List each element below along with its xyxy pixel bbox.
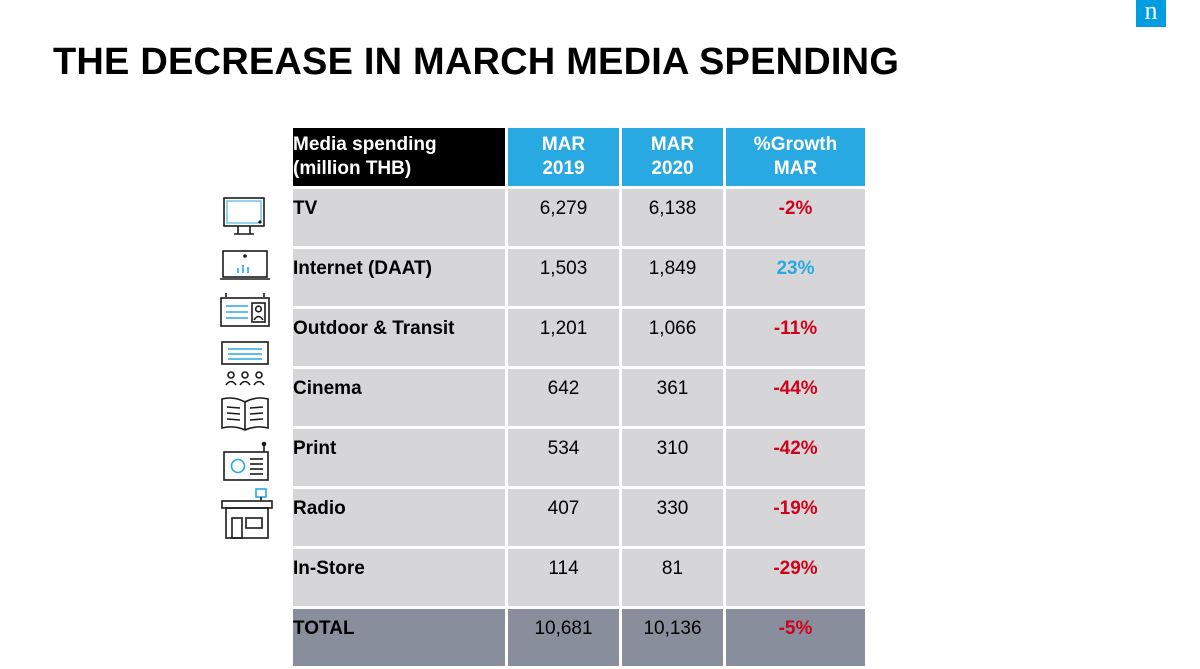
table-row: Internet (DAAT) 1,503 1,849 23% bbox=[293, 249, 865, 306]
row-label: Print bbox=[293, 429, 505, 486]
table-row: Radio 407 330 -19% bbox=[293, 489, 865, 546]
total-mar-2019: 10,681 bbox=[508, 609, 619, 666]
radio-icon bbox=[220, 440, 272, 482]
header-growth: %Growth MAR bbox=[726, 128, 865, 186]
table-row: TV 6,279 6,138 -2% bbox=[293, 189, 865, 246]
row-label: Outdoor & Transit bbox=[293, 309, 505, 366]
cell-growth: -19% bbox=[726, 489, 865, 546]
total-mar-2020: 10,136 bbox=[622, 609, 723, 666]
cell-mar-2020: 361 bbox=[622, 369, 723, 426]
media-spending-table: Media spending (million THB) MAR 2019 MA… bbox=[290, 125, 868, 669]
cell-mar-2019: 407 bbox=[508, 489, 619, 546]
laptop-chart-icon bbox=[218, 248, 272, 282]
cell-growth: -11% bbox=[726, 309, 865, 366]
cell-growth: 23% bbox=[726, 249, 865, 306]
row-label: Radio bbox=[293, 489, 505, 546]
table-row: Cinema 642 361 -44% bbox=[293, 369, 865, 426]
total-growth: -5% bbox=[726, 609, 865, 666]
header-mar-2020: MAR 2020 bbox=[622, 128, 723, 186]
table-header-row: Media spending (million THB) MAR 2019 MA… bbox=[293, 128, 865, 186]
cell-mar-2019: 642 bbox=[508, 369, 619, 426]
total-label: TOTAL bbox=[293, 609, 505, 666]
row-label: In-Store bbox=[293, 549, 505, 606]
book-icon bbox=[218, 394, 272, 434]
page-title: THE DECREASE IN MARCH MEDIA SPENDING bbox=[53, 41, 900, 83]
cell-growth: -29% bbox=[726, 549, 865, 606]
cell-growth: -42% bbox=[726, 429, 865, 486]
row-label: Cinema bbox=[293, 369, 505, 426]
tv-icon bbox=[220, 196, 270, 238]
row-label: Internet (DAAT) bbox=[293, 249, 505, 306]
table-row: In-Store 114 81 -29% bbox=[293, 549, 865, 606]
cell-mar-2020: 1,066 bbox=[622, 309, 723, 366]
billboard-icon bbox=[218, 292, 272, 328]
cell-growth: -2% bbox=[726, 189, 865, 246]
table-row: Print 534 310 -42% bbox=[293, 429, 865, 486]
table-row: Outdoor & Transit 1,201 1,066 -11% bbox=[293, 309, 865, 366]
cell-mar-2019: 534 bbox=[508, 429, 619, 486]
store-icon bbox=[220, 488, 274, 540]
cell-mar-2020: 330 bbox=[622, 489, 723, 546]
row-label: TV bbox=[293, 189, 505, 246]
total-row: TOTAL 10,681 10,136 -5% bbox=[293, 609, 865, 666]
cinema-icon bbox=[218, 340, 272, 388]
nielsen-logo: n bbox=[1136, 0, 1166, 27]
cell-mar-2020: 310 bbox=[622, 429, 723, 486]
cell-mar-2019: 1,201 bbox=[508, 309, 619, 366]
header-mar-2019: MAR 2019 bbox=[508, 128, 619, 186]
cell-growth: -44% bbox=[726, 369, 865, 426]
cell-mar-2020: 1,849 bbox=[622, 249, 723, 306]
cell-mar-2020: 81 bbox=[622, 549, 723, 606]
cell-mar-2020: 6,138 bbox=[622, 189, 723, 246]
cell-mar-2019: 114 bbox=[508, 549, 619, 606]
header-media-spending: Media spending (million THB) bbox=[293, 128, 505, 186]
cell-mar-2019: 1,503 bbox=[508, 249, 619, 306]
cell-mar-2019: 6,279 bbox=[508, 189, 619, 246]
